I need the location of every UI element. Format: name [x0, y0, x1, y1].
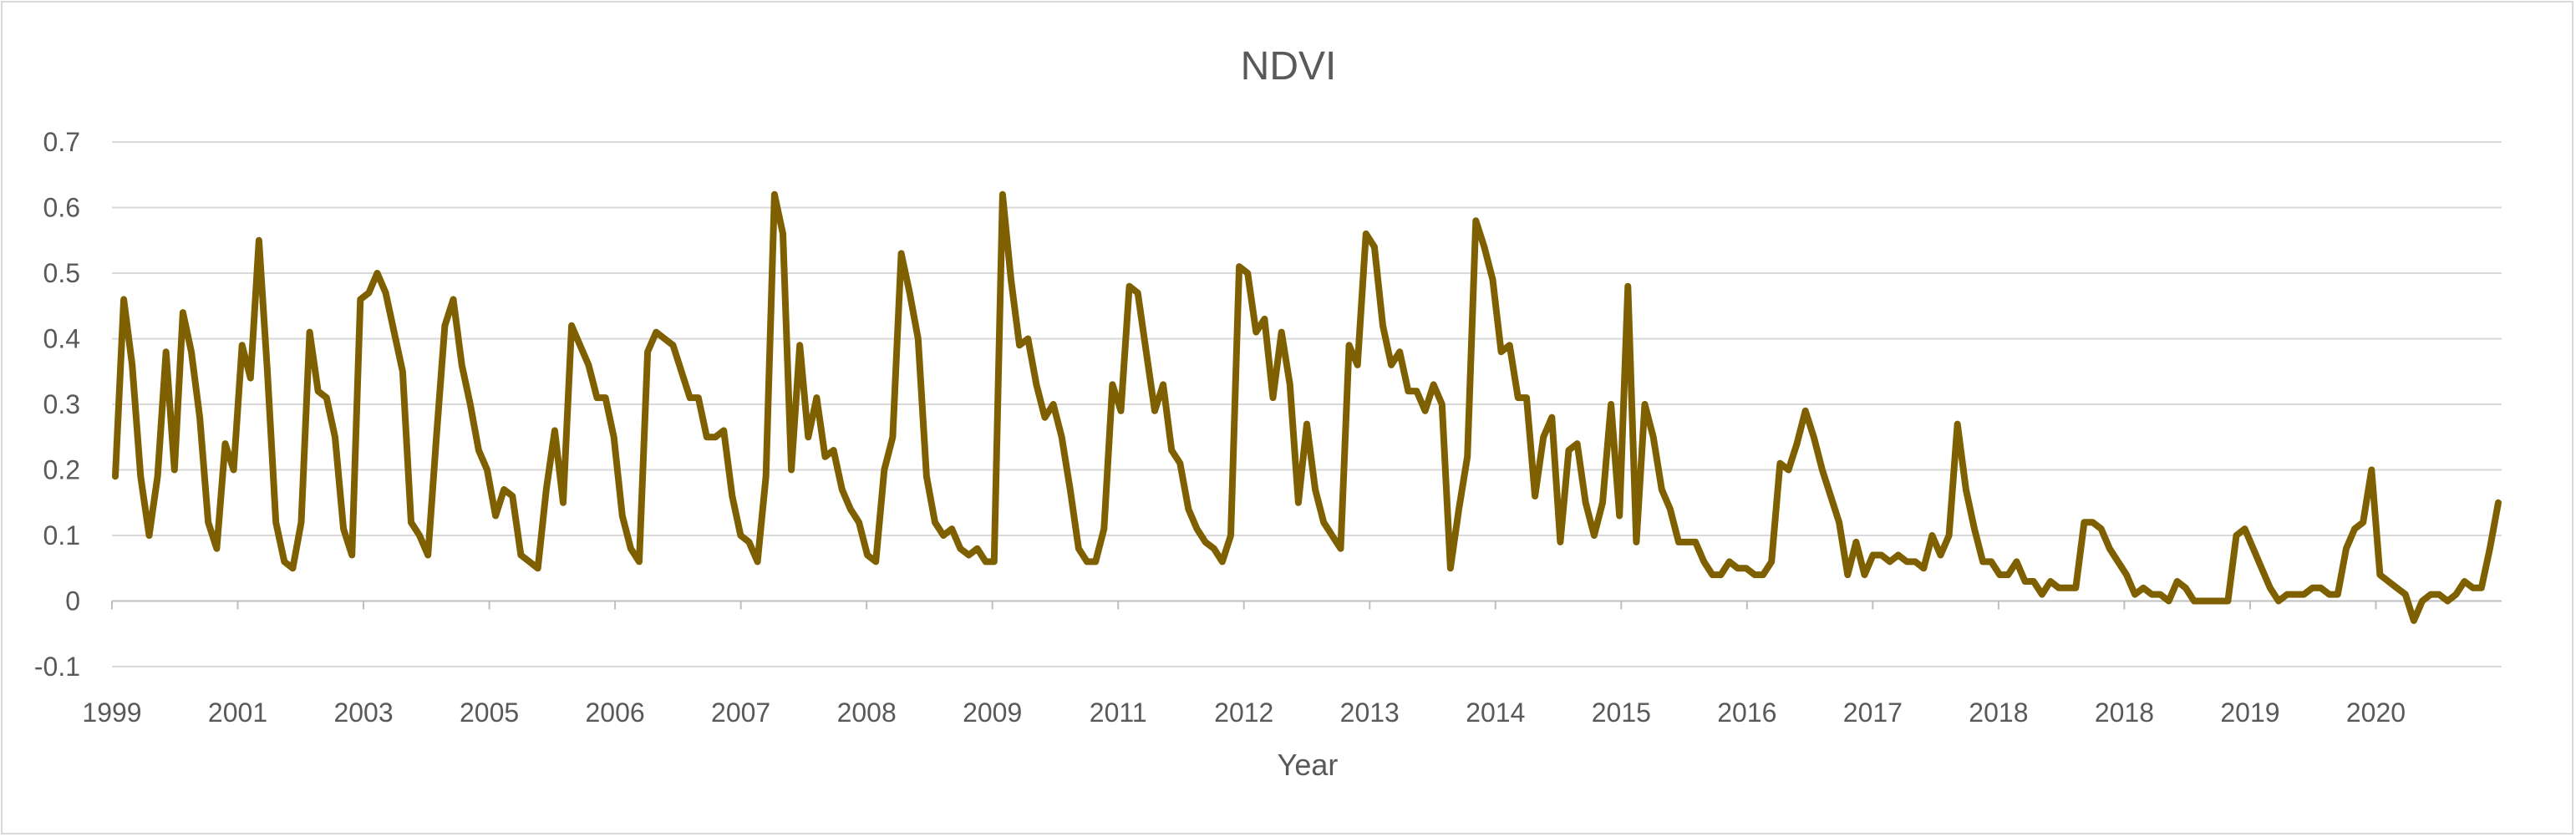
y-axis-ticks: -0.1 0 0.1 0.2 0.3 0.4 0.5 0.6 0.7	[34, 127, 80, 682]
x-axis-ticks: 1999 2001 2003 2005 2006 2007 2008 2009 2011 2012…	[82, 601, 2406, 728]
y-tick-label: 0.3	[43, 389, 80, 419]
x-tick-label: 2017	[1843, 698, 1903, 728]
gridlines	[112, 141, 2502, 667]
x-tick-label: 2009	[963, 698, 1022, 728]
x-tick-label: 1999	[82, 698, 141, 728]
y-tick-label: 0	[65, 586, 80, 616]
plot-area	[112, 190, 2502, 624]
x-tick-label: 2018	[1969, 698, 2028, 728]
x-tick-label: 2016	[1717, 698, 1776, 728]
x-tick-label: 2018	[2095, 698, 2154, 728]
x-axis-title: Year	[1278, 748, 1339, 782]
y-tick-label: 0.6	[43, 193, 80, 223]
x-tick-label: 2007	[711, 698, 770, 728]
x-tick-label: 2013	[1340, 698, 1400, 728]
ndvi-series-line	[112, 190, 2502, 624]
x-tick-label: 2006	[586, 698, 645, 728]
y-tick-label: 0.2	[43, 455, 80, 485]
x-tick-label: 2015	[1592, 698, 1651, 728]
x-tick-label: 2019	[2220, 698, 2279, 728]
y-tick-label: 0.4	[43, 324, 80, 354]
x-tick-label: 2005	[460, 698, 519, 728]
y-tick-label: 0.1	[43, 520, 80, 550]
x-tick-label: 2003	[333, 698, 393, 728]
y-tick-label: 0.7	[43, 127, 80, 157]
x-tick-label: 2011	[1090, 698, 1147, 728]
x-tick-label: 2012	[1214, 698, 1273, 728]
y-tick-label: -0.1	[34, 652, 80, 682]
x-tick-label: 2020	[2346, 698, 2406, 728]
chart-title: NDVI	[1241, 44, 1337, 89]
y-tick-label: 0.5	[43, 258, 80, 288]
x-tick-label: 2014	[1466, 698, 1525, 728]
x-tick-label: 2008	[837, 698, 897, 728]
x-tick-label: 2001	[208, 698, 267, 728]
